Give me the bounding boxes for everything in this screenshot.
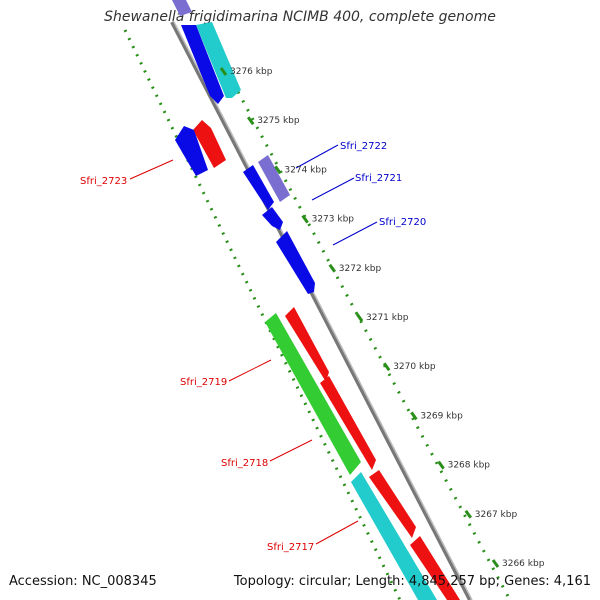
gene-label: Sfri_2722 — [340, 141, 387, 152]
gene-arrow-blue — [175, 126, 208, 176]
kbp-tick — [464, 509, 473, 519]
kbp-tick — [301, 214, 309, 224]
kbp-tick-label: 3275 kbp — [257, 116, 300, 126]
gene-label: Sfri_2719 — [180, 377, 227, 388]
kbp-tick — [246, 116, 255, 126]
gene-arrow-purple — [172, 0, 192, 16]
label-connector — [129, 159, 174, 180]
kbp-tick-label: 3276 kbp — [230, 67, 273, 77]
gene-label: Sfri_2717 — [267, 542, 314, 553]
kbp-tick — [328, 263, 337, 273]
kbp-tick-label: 3274 kbp — [284, 165, 327, 175]
gene-label: Sfri_2720 — [379, 217, 426, 228]
genome-title: Shewanella frigidimarina NCIMB 400, comp… — [104, 9, 496, 25]
label-connector — [332, 221, 378, 246]
kbp-tick-layer: 3276 kbp 3275 kbp 3274 kbp 3273 kbp 3272 kbp… — [219, 67, 545, 569]
kbp-tick-label: 3272 kbp — [339, 264, 382, 274]
gene-label: Sfri_2721 — [355, 173, 402, 184]
kbp-tick-label: 3268 kbp — [448, 461, 491, 471]
kbp-tick-label: 3266 kbp — [502, 559, 545, 569]
gene-arrow-blue — [243, 165, 274, 210]
gene-label: Sfri_2718 — [221, 458, 268, 469]
label-connector — [228, 359, 272, 382]
label-connector — [269, 439, 313, 462]
gene-arrow-blue — [276, 231, 315, 294]
genome-backbone — [170, 21, 472, 600]
gene-arrow-cyan — [351, 472, 437, 600]
gene-arrow-red — [193, 120, 226, 168]
gene-arrow-red — [320, 376, 376, 470]
kbp-tick — [410, 411, 418, 421]
kbp-tick-label: 3273 kbp — [312, 215, 355, 225]
left-dotted-ring — [123, 29, 402, 600]
kbp-tick — [355, 313, 364, 322]
kbp-tick — [274, 165, 282, 175]
label-connector — [311, 177, 355, 201]
gene-arrow-blue — [181, 25, 224, 104]
kbp-tick — [437, 460, 445, 470]
kbp-tick — [219, 67, 228, 76]
gene-arrow-red — [285, 307, 329, 382]
kbp-tick-label: 3271 kbp — [366, 313, 409, 323]
gene-arrow-cyan — [196, 22, 241, 98]
kbp-tick-label: 3270 kbp — [393, 362, 436, 372]
kbp-tick-label: 3269 kbp — [420, 411, 463, 421]
topology-text: Topology: circular; Length: 4,845,257 bp… — [233, 574, 591, 589]
genome-backbone-highlight — [173, 21, 473, 600]
kbp-tick-label: 3267 kbp — [475, 510, 518, 520]
label-connector — [295, 144, 339, 169]
kbp-tick — [491, 559, 500, 568]
gene-label: Sfri_2723 — [80, 176, 127, 187]
label-connector — [315, 520, 359, 545]
gene-arrow-blue — [262, 207, 283, 230]
accession-text: Accession: NC_008345 — [9, 574, 157, 589]
gene-arrow-red — [410, 536, 460, 600]
gene-arrow-green — [265, 313, 361, 475]
kbp-tick — [382, 362, 391, 372]
gene-arrow-red — [369, 470, 416, 538]
gene-arrow-purple — [258, 155, 290, 202]
